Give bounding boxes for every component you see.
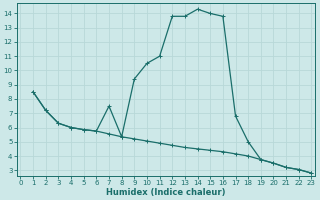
- X-axis label: Humidex (Indice chaleur): Humidex (Indice chaleur): [106, 188, 226, 197]
